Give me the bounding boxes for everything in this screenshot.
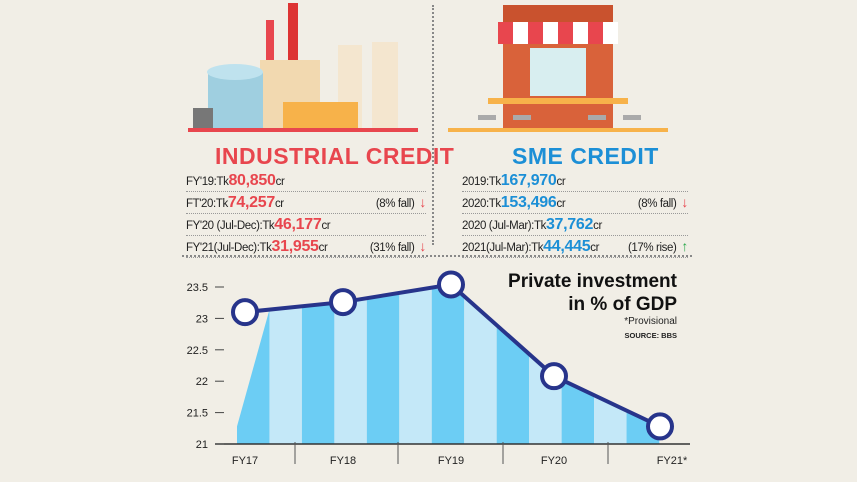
area-band (301, 302, 335, 444)
area-band (431, 287, 465, 444)
row-unit: cr (556, 176, 566, 188)
credit-row: 2020:Tk 153,496 cr (8% fall) ↓ (462, 192, 688, 214)
credit-row: 2021(Jul-Mar):Tk 44,445 cr (17% rise) ↑ (462, 236, 688, 258)
row-label: FT'20:Tk (186, 198, 228, 210)
area-band (399, 287, 432, 444)
industrial-credit-title: INDUSTRIAL CREDIT (215, 143, 455, 169)
credit-row: 2020 (Jul-Mar):Tk 37,762 cr (462, 214, 688, 236)
y-tick-label: 21 (196, 439, 208, 451)
x-tick-label: FY20 (541, 455, 567, 467)
area-band (561, 379, 595, 444)
arrow-up-icon: ↑ (681, 238, 688, 254)
credit-row: FY'20 (Jul-Dec):Tk 46,177 cr (186, 214, 426, 236)
row-unit: cr (590, 242, 600, 254)
data-point-fy19 (437, 270, 465, 299)
row-label: FY'21(Jul-Dec):Tk (186, 242, 272, 254)
row-value: 80,850 (228, 172, 276, 189)
y-tick-label: 21.5 (187, 408, 208, 420)
x-tick-label: FY17 (232, 455, 258, 467)
change-note: (17% rise) (627, 242, 677, 254)
area-band (464, 296, 497, 444)
row-value: 167,970 (500, 172, 557, 189)
y-tick-label: 23.5 (187, 282, 208, 294)
row-label: 2020 (Jul-Mar):Tk (462, 220, 546, 232)
y-tick-label: 22 (196, 376, 208, 388)
row-value: 31,955 (271, 238, 319, 255)
row-value: 153,496 (500, 194, 557, 211)
row-label: FY'19:Tk (186, 176, 229, 188)
data-point-fy21 (646, 412, 674, 441)
x-tick-label: FY18 (330, 455, 356, 467)
y-tick-label: 23 (196, 313, 208, 325)
area-band (334, 298, 367, 444)
row-unit: cr (556, 198, 566, 210)
arrow-down-icon: ↓ (419, 194, 426, 210)
area-band (237, 309, 270, 444)
row-value: 44,445 (543, 238, 591, 255)
source-label: SOURCE: BBS (624, 331, 677, 340)
row-label: 2020:Tk (462, 198, 501, 210)
y-tick-label: 22.5 (187, 345, 208, 357)
row-unit: cr (275, 176, 285, 188)
credit-row: FY'19:Tk 80,850 cr (186, 170, 426, 192)
change-note: (8% fall) (637, 198, 677, 210)
arrow-down-icon: ↓ (681, 194, 688, 210)
change-note: (8% fall) (375, 198, 415, 210)
row-label: 2019:Tk (462, 176, 501, 188)
row-unit: cr (318, 242, 328, 254)
row-value: 74,257 (227, 194, 275, 211)
row-label: 2021(Jul-Mar):Tk (462, 242, 544, 254)
area-band (366, 292, 400, 444)
chart-title: Private investment (508, 271, 678, 292)
horizontal-divider (182, 255, 692, 257)
credit-row: FY'21(Jul-Dec):Tk 31,955 cr (31% fall) ↓ (186, 236, 426, 258)
row-unit: cr (321, 220, 331, 232)
row-unit: cr (593, 220, 602, 232)
sme-credit-title: SME CREDIT (512, 143, 659, 169)
data-point-fy17 (231, 298, 259, 327)
provisional-note: *Provisional (624, 316, 677, 327)
x-tick-label: FY19 (438, 455, 464, 467)
credit-row: 2019:Tk 167,970 cr (462, 170, 688, 192)
area-band (269, 306, 302, 444)
x-tick-label: FY21* (657, 455, 688, 467)
row-value: 37,762 (545, 216, 594, 233)
area-band (496, 325, 530, 444)
section-divider (432, 5, 434, 245)
row-unit: cr (274, 198, 284, 210)
chart-subtitle: in % of GDP (568, 294, 677, 315)
shop-illustration (448, 5, 668, 132)
factory-illustration (188, 3, 418, 132)
data-point-fy18 (329, 288, 357, 317)
row-value: 46,177 (274, 216, 322, 233)
credit-row: FT'20:Tk 74,257 cr (8% fall) ↓ (186, 192, 426, 214)
row-label: FY'20 (Jul-Dec):Tk (186, 220, 275, 232)
change-note: (31% fall) (369, 242, 415, 254)
data-point-fy20 (540, 362, 568, 391)
arrow-down-icon: ↓ (419, 238, 426, 254)
